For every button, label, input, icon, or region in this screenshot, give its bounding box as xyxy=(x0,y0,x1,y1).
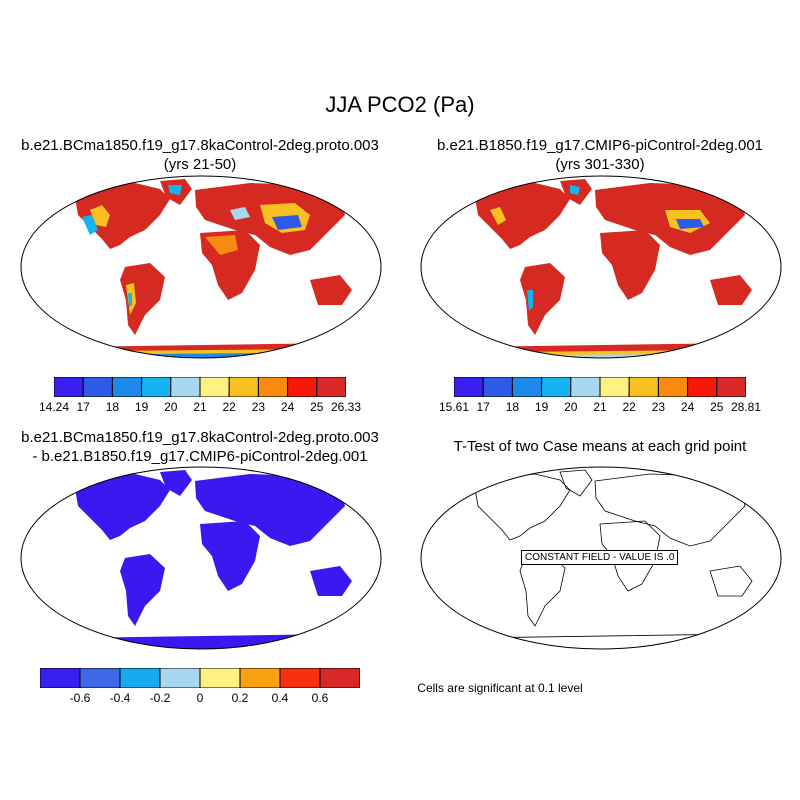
colorbar-tick-label: 0.4 xyxy=(271,691,289,705)
colorbar-tick-label: 20 xyxy=(164,400,178,414)
colorbar-swatch xyxy=(257,377,289,397)
significance-note: Cells are significant at 0.1 level xyxy=(417,681,583,695)
colorbar-tick-label: 19 xyxy=(534,400,549,414)
colorbar-tick-label: 28.81 xyxy=(730,400,762,414)
colorbar-tick-label: -0.6 xyxy=(69,691,91,705)
colorbar-case1 xyxy=(54,377,346,397)
colorbar-tick-label: 26.33 xyxy=(330,400,362,414)
colorbar-tick-label: 0.6 xyxy=(311,691,329,705)
colorbar-tick-label: 23 xyxy=(651,400,666,414)
colorbar-tick-label: 24 xyxy=(680,400,695,414)
panel-case2-title: b.e21.B1850.f19_g17.CMIP6-piControl-2deg… xyxy=(400,136,800,174)
map-case1 xyxy=(20,175,382,359)
map-case2 xyxy=(420,175,782,359)
colorbar-tick-label: 17 xyxy=(76,400,90,414)
colorbar-tick-label: 15.61 xyxy=(438,400,470,414)
colorbar-swatch xyxy=(316,377,346,397)
colorbar-tick-label: 0.2 xyxy=(231,691,249,705)
panel-diff-title-line2: - b.e21.B1850.f19_g17.CMIP6-piControl-2d… xyxy=(32,448,368,465)
colorbar-tick-label: 14.24 xyxy=(38,400,70,414)
colorbar-tick-label: 18 xyxy=(505,400,520,414)
panel-case2-title-line2: (yrs 301-330) xyxy=(555,156,645,173)
colorbar-swatch xyxy=(541,377,572,397)
map-ttest-border xyxy=(420,466,782,650)
land-case2 xyxy=(450,179,760,358)
colorbar-swatch xyxy=(287,377,318,397)
colorbar-swatch xyxy=(199,377,230,397)
colorbar-tick-label: 19 xyxy=(134,400,149,414)
colorbar-tick-label: 22 xyxy=(222,400,236,414)
colorbar-tick-label: 18 xyxy=(105,400,120,414)
colorbar-swatch xyxy=(228,377,259,397)
panel-diff-title: b.e21.BCma1850.f19_g17.8kaControl-2deg.p… xyxy=(0,428,400,466)
constant-field-label: CONSTANT FIELD - VALUE IS .0 xyxy=(521,550,679,565)
panel-case1-title-line2: (yrs 21-50) xyxy=(163,156,237,173)
colorbar-tick-label: 21 xyxy=(193,400,207,414)
colorbar-tick-label: 25 xyxy=(710,400,724,414)
colorbar-swatch xyxy=(628,377,659,397)
map-diff-border xyxy=(20,466,382,650)
colorbar-swatch xyxy=(119,668,161,688)
map-case1-border xyxy=(20,175,382,359)
colorbar-tick-label: 25 xyxy=(310,400,324,414)
land-case1 xyxy=(50,179,360,358)
colorbar-swatch xyxy=(82,377,113,397)
panel-ttest-title-line1: T-Test of two Case means at each grid po… xyxy=(453,438,747,455)
colorbar-swatch xyxy=(454,377,484,397)
map-case2-border xyxy=(420,175,782,359)
colorbar-swatch xyxy=(170,377,201,397)
colorbar-swatch xyxy=(511,377,543,397)
colorbar-swatch xyxy=(54,377,84,397)
panel-ttest-title: T-Test of two Case means at each grid po… xyxy=(400,437,800,456)
colorbar-swatch xyxy=(319,668,360,688)
colorbar-tick-label: 22 xyxy=(622,400,636,414)
colorbar-swatch xyxy=(716,377,746,397)
colorbar-swatch xyxy=(141,377,172,397)
map-diff xyxy=(20,466,382,650)
colorbar-tick-label: 17 xyxy=(476,400,490,414)
colorbar-swatch xyxy=(79,668,121,688)
colorbar-tick-label: 0 xyxy=(196,691,204,705)
colorbar-swatch xyxy=(599,377,630,397)
colorbar-swatch xyxy=(570,377,601,397)
colorbar-diff xyxy=(40,668,360,688)
colorbar-swatch xyxy=(482,377,513,397)
colorbar-swatch xyxy=(657,377,689,397)
panel-case1-title-line1: b.e21.BCma1850.f19_g17.8kaControl-2deg.p… xyxy=(21,137,379,154)
colorbar-swatch xyxy=(687,377,718,397)
colorbar-tick-label: 23 xyxy=(251,400,266,414)
colorbar-tick-label: 24 xyxy=(280,400,295,414)
colorbar-swatch xyxy=(159,668,201,688)
colorbar-tick-label: -0.4 xyxy=(109,691,131,705)
panel-diff-title-line1: b.e21.BCma1850.f19_g17.8kaControl-2deg.p… xyxy=(21,429,379,446)
figure-title: JJA PCO2 (Pa) xyxy=(325,92,475,117)
land-diff xyxy=(50,470,360,649)
colorbar-tick-label: 20 xyxy=(564,400,578,414)
colorbar-case2 xyxy=(454,377,746,397)
colorbar-swatch xyxy=(111,377,143,397)
panel-case2-title-line1: b.e21.B1850.f19_g17.CMIP6-piControl-2deg… xyxy=(436,137,764,154)
colorbar-tick-label: -0.2 xyxy=(149,691,171,705)
panel-case1-title: b.e21.BCma1850.f19_g17.8kaControl-2deg.p… xyxy=(0,136,400,174)
colorbar-swatch xyxy=(40,668,81,688)
colorbar-tick-label: 21 xyxy=(593,400,607,414)
